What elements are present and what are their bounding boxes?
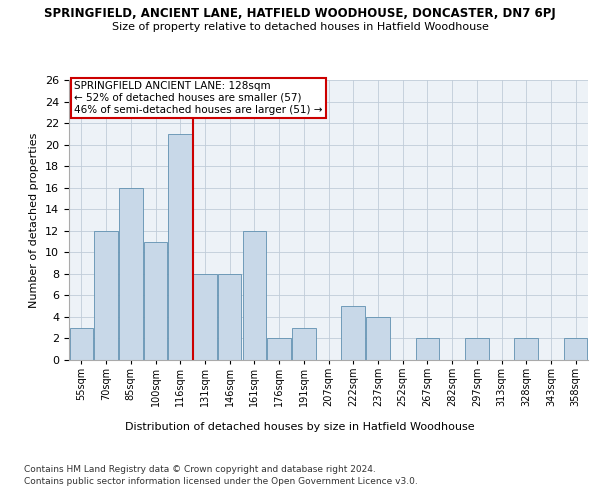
Bar: [564, 338, 587, 360]
Bar: [416, 338, 439, 360]
Bar: [341, 306, 365, 360]
Bar: [193, 274, 217, 360]
Bar: [268, 338, 291, 360]
Bar: [94, 231, 118, 360]
Bar: [169, 134, 192, 360]
Bar: [218, 274, 241, 360]
Y-axis label: Number of detached properties: Number of detached properties: [29, 132, 40, 308]
Bar: [144, 242, 167, 360]
Text: SPRINGFIELD, ANCIENT LANE, HATFIELD WOODHOUSE, DONCASTER, DN7 6PJ: SPRINGFIELD, ANCIENT LANE, HATFIELD WOOD…: [44, 8, 556, 20]
Bar: [465, 338, 488, 360]
Bar: [366, 317, 389, 360]
Bar: [292, 328, 316, 360]
Text: Distribution of detached houses by size in Hatfield Woodhouse: Distribution of detached houses by size …: [125, 422, 475, 432]
Text: Contains HM Land Registry data © Crown copyright and database right 2024.: Contains HM Land Registry data © Crown c…: [24, 465, 376, 474]
Bar: [514, 338, 538, 360]
Bar: [119, 188, 143, 360]
Bar: [242, 231, 266, 360]
Text: Contains public sector information licensed under the Open Government Licence v3: Contains public sector information licen…: [24, 478, 418, 486]
Text: SPRINGFIELD ANCIENT LANE: 128sqm
← 52% of detached houses are smaller (57)
46% o: SPRINGFIELD ANCIENT LANE: 128sqm ← 52% o…: [74, 82, 323, 114]
Bar: [70, 328, 93, 360]
Text: Size of property relative to detached houses in Hatfield Woodhouse: Size of property relative to detached ho…: [112, 22, 488, 32]
